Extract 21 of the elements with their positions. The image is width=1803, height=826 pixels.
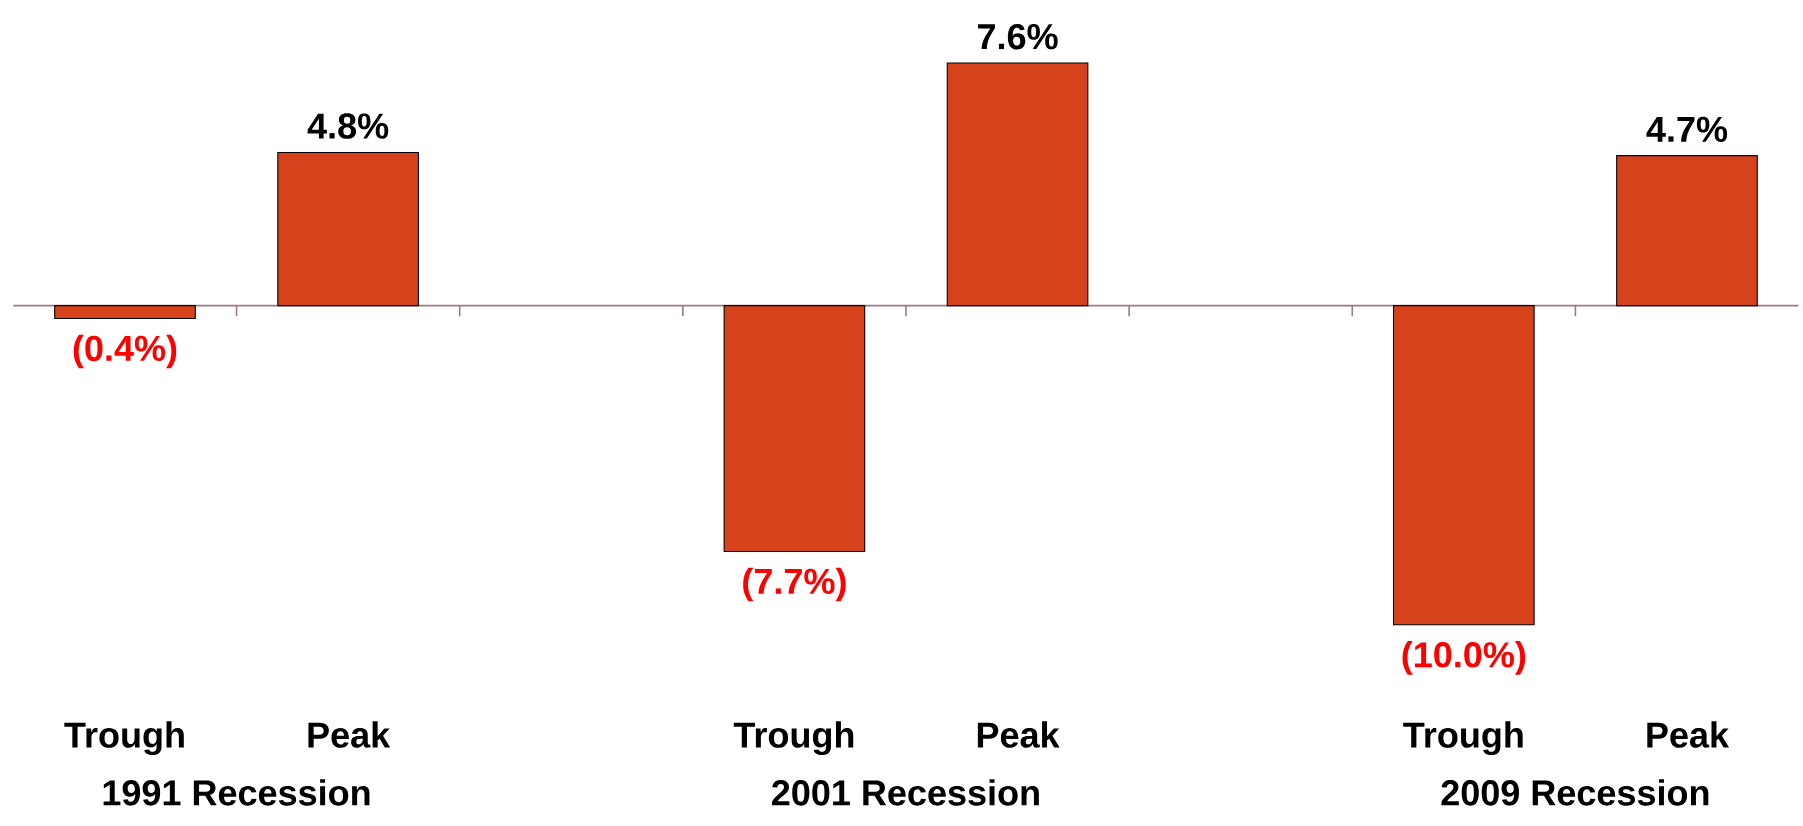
text: 2001 Recession xyxy=(772,779,1039,806)
text: 2009 Recession xyxy=(1441,779,1709,806)
x-tick-label: Peak xyxy=(308,721,391,748)
bar xyxy=(1393,305,1535,626)
bar xyxy=(1616,155,1758,307)
data-label: (10.0%) xyxy=(1402,641,1526,675)
data-label: 7.6% xyxy=(978,23,1058,50)
x-tick-label: Trough xyxy=(1403,721,1523,756)
bar xyxy=(723,305,866,552)
bar xyxy=(277,151,419,307)
text: 1991 Recession xyxy=(103,779,370,806)
bar xyxy=(54,305,196,319)
x-tick-label: Trough xyxy=(64,721,184,756)
data-label: 4.8% xyxy=(307,113,389,139)
x-tick-label: Peak xyxy=(977,721,1060,748)
data-label: (0.4%) xyxy=(73,334,177,369)
data-label: 4.7% xyxy=(1646,116,1728,143)
data-label: (7.7%) xyxy=(743,567,846,602)
x-tick-label: Trough xyxy=(733,721,854,756)
x-tick-label: Peak xyxy=(1647,721,1730,748)
bar xyxy=(946,62,1089,307)
